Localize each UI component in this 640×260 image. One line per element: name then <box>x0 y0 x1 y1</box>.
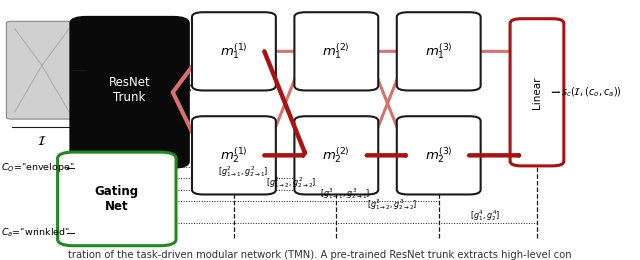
Text: $[g_{1\to1}^3, g_{2\to1}^3]$: $[g_{1\to1}^3, g_{2\to1}^3]$ <box>320 186 371 201</box>
Text: $[g_{1\to2}^3, g_{2\to2}^3]$: $[g_{1\to2}^3, g_{2\to2}^3]$ <box>367 197 417 212</box>
Text: $m_1^{(1)}$: $m_1^{(1)}$ <box>220 42 248 61</box>
Text: $[g_{1\to2}^2, g_{2\to2}^2]$: $[g_{1\to2}^2, g_{2\to2}^2]$ <box>266 176 317 190</box>
FancyBboxPatch shape <box>397 116 481 194</box>
Text: $C_O$="envelope": $C_O$="envelope" <box>1 161 75 174</box>
Text: $m_1^{(3)}$: $m_1^{(3)}$ <box>425 42 452 61</box>
FancyBboxPatch shape <box>192 116 276 194</box>
FancyBboxPatch shape <box>294 116 378 194</box>
Text: tration of the task-driven modular network (TMN). A pre-trained ResNet trunk ext: tration of the task-driven modular netwo… <box>68 250 572 260</box>
Text: $C_a$="wrinkled": $C_a$="wrinkled" <box>1 226 70 239</box>
Text: Gating
Net: Gating Net <box>95 185 138 213</box>
Text: $[g_{1\to1}^2, g_{2\to1}^2]$: $[g_{1\to1}^2, g_{2\to1}^2]$ <box>218 165 268 179</box>
Text: $m_1^{(2)}$: $m_1^{(2)}$ <box>323 42 350 61</box>
Text: $x$: $x$ <box>184 81 193 94</box>
FancyBboxPatch shape <box>70 17 189 168</box>
FancyBboxPatch shape <box>294 12 378 90</box>
FancyBboxPatch shape <box>58 152 176 246</box>
Text: Linear: Linear <box>532 76 542 108</box>
Text: ResNet
Trunk: ResNet Trunk <box>108 76 150 104</box>
Text: $s_c(\mathcal{I},(c_o,c_a))$: $s_c(\mathcal{I},(c_o,c_a))$ <box>561 86 621 99</box>
Text: $[g_1^4, g_2^4]$: $[g_1^4, g_2^4]$ <box>470 208 500 223</box>
FancyBboxPatch shape <box>6 21 77 119</box>
Text: $m_2^{(1)}$: $m_2^{(1)}$ <box>220 146 248 165</box>
FancyBboxPatch shape <box>397 12 481 90</box>
FancyBboxPatch shape <box>510 19 564 166</box>
FancyBboxPatch shape <box>192 12 276 90</box>
Text: $\mathcal{I}$: $\mathcal{I}$ <box>37 135 46 148</box>
Text: $m_2^{(2)}$: $m_2^{(2)}$ <box>323 146 350 165</box>
Text: $m_2^{(3)}$: $m_2^{(3)}$ <box>425 146 452 165</box>
